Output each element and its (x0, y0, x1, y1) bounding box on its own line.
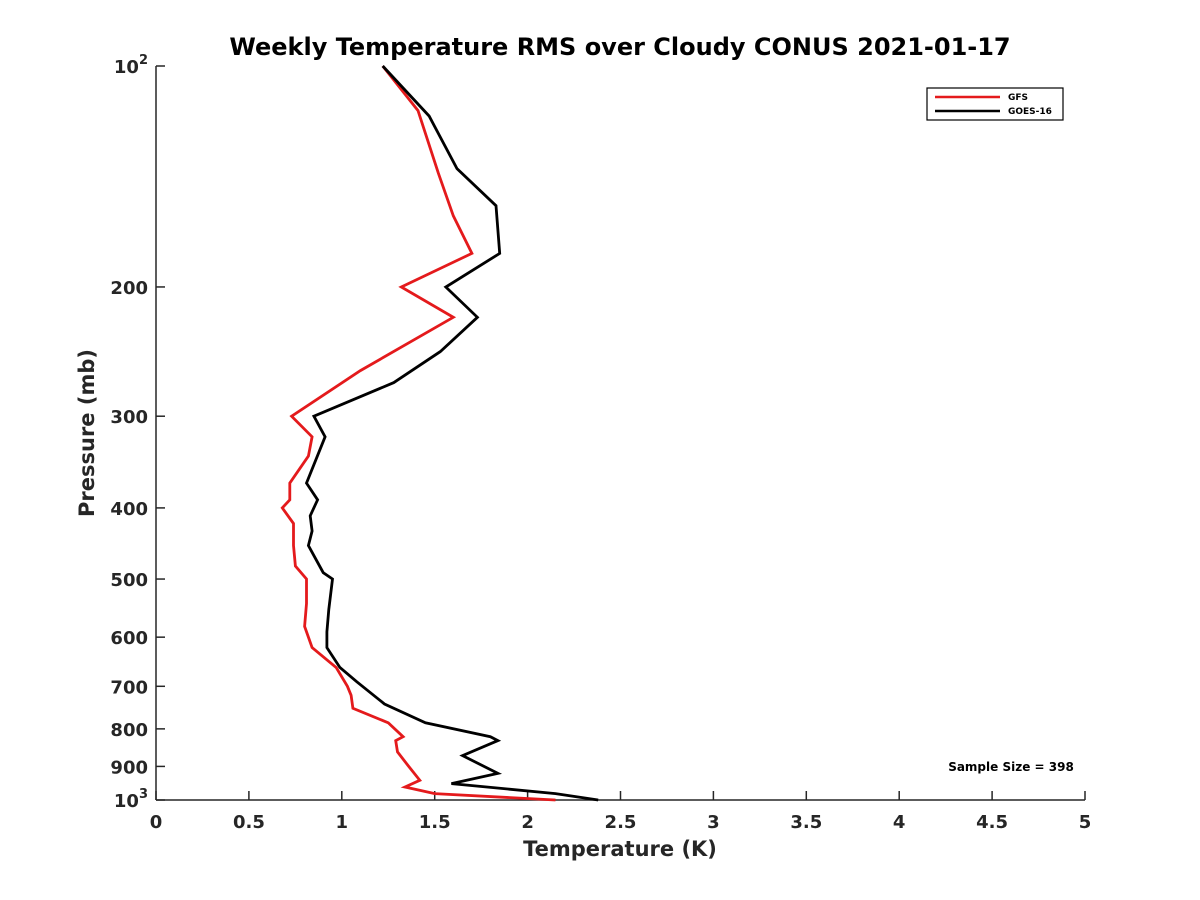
y-tick-label: 800 (110, 720, 148, 741)
chart-title: Weekly Temperature RMS over Cloudy CONUS… (229, 33, 1010, 61)
y-axis-label: Pressure (mb) (75, 349, 99, 517)
y-tick-label-exponent: 3 (139, 787, 148, 802)
y-tick-label: 300 (110, 407, 148, 428)
x-tick-label: 2 (521, 812, 534, 833)
y-tick-label-base: 700 (110, 677, 148, 698)
x-tick-label: 3.5 (790, 812, 822, 833)
y-tick-label: 500 (110, 570, 148, 591)
series-line-gfs (280, 65, 556, 802)
x-tick-label: 2.5 (605, 812, 637, 833)
y-tick-label-base: 300 (110, 407, 148, 428)
y-tick-label-exponent: 2 (139, 53, 148, 68)
y-tick-label-base: 600 (110, 628, 148, 649)
y-tick-label-base: 500 (110, 570, 148, 591)
y-tick-label: 102 (114, 53, 148, 78)
legend: GFS GOES-16 (926, 87, 1064, 121)
y-tick-label: 900 (110, 757, 148, 778)
x-tick-label: 0.5 (233, 812, 265, 833)
y-tick-label: 400 (110, 499, 148, 520)
y-tick-label-base: 900 (110, 757, 148, 778)
x-tick-label: 3 (707, 812, 720, 833)
y-tick-label-base: 800 (110, 720, 148, 741)
x-axis-ticks: 0 0.5 1 1.5 2 2.5 3 3.5 4 4.5 5 (150, 791, 1092, 833)
x-tick-label: 0 (150, 812, 163, 833)
y-tick-label: 103 (114, 787, 148, 812)
x-tick-label: 1.5 (419, 812, 451, 833)
y-tick-label-base: 10 (114, 791, 139, 812)
sample-size-annotation: Sample Size = 398 (948, 760, 1074, 774)
series-layer (280, 65, 599, 802)
series-line-goes-16 (304, 65, 599, 802)
y-tick-label-base: 400 (110, 499, 148, 520)
legend-box (926, 87, 1064, 121)
x-tick-label: 4.5 (976, 812, 1008, 833)
x-tick-label: 1 (336, 812, 349, 833)
x-axis-label: Temperature (K) (523, 837, 717, 861)
x-tick-label: 5 (1079, 812, 1092, 833)
plot-axes (155, 66, 1085, 801)
legend-label-goes-16: GOES-16 (1008, 107, 1052, 117)
y-tick-label: 700 (110, 677, 148, 698)
y-tick-label-base: 10 (114, 57, 139, 78)
y-tick-label-base: 200 (110, 278, 148, 299)
legend-label-gfs: GFS (1008, 93, 1028, 103)
x-tick-label: 4 (893, 812, 906, 833)
y-tick-label: 200 (110, 278, 148, 299)
y-tick-label: 600 (110, 628, 148, 649)
